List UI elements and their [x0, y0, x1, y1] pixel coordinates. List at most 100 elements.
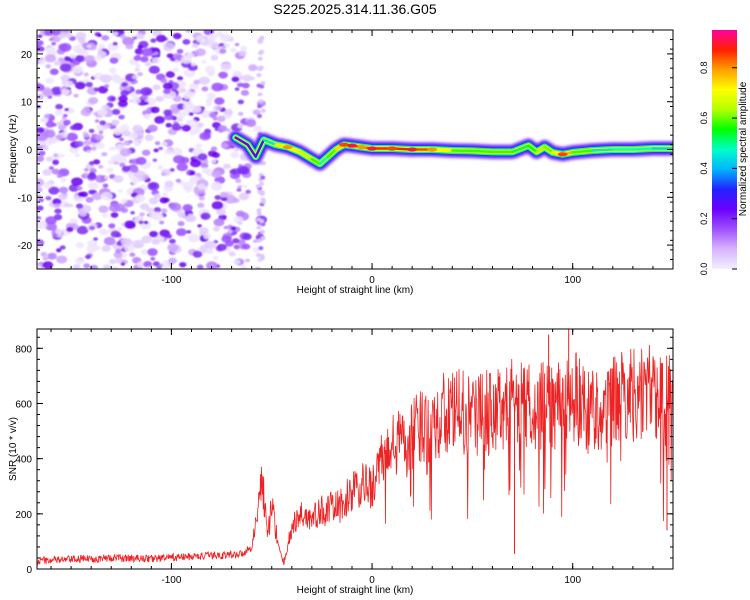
noise-point — [167, 243, 179, 252]
signal-track-segment — [591, 148, 615, 152]
noise-point — [185, 30, 192, 33]
noise-point — [120, 262, 126, 266]
signal-track-segment — [326, 148, 338, 158]
noise-point — [220, 33, 232, 42]
noise-point — [63, 202, 70, 208]
noise-point — [88, 161, 95, 166]
noise-point — [204, 240, 217, 250]
noise-point — [56, 255, 68, 264]
noise-point — [119, 148, 132, 157]
noise-point — [76, 185, 83, 191]
noise-point — [236, 82, 244, 88]
noise-point — [141, 47, 154, 57]
spectrogram-x-tick-label: 0 — [369, 275, 375, 286]
noise-point — [118, 114, 125, 120]
noise-point — [52, 198, 62, 206]
noise-point — [164, 148, 174, 155]
spectrogram-y-tick-label: 0 — [26, 146, 32, 157]
noise-point — [172, 32, 182, 40]
noise-point — [198, 76, 211, 85]
noise-point — [234, 148, 239, 152]
noise-point — [174, 59, 180, 64]
noise-point — [198, 227, 209, 235]
noise-point — [189, 82, 200, 91]
snr-panel: -100 0 100 0 200 400 600 800 Height of straight… — [8, 328, 674, 596]
noise-point — [145, 61, 152, 67]
noise-point — [68, 184, 80, 192]
noise-point — [58, 193, 68, 201]
noise-point — [121, 129, 131, 137]
noise-point — [100, 192, 113, 201]
noise-point — [182, 38, 191, 45]
noise-point — [52, 160, 59, 166]
snr-plot-area — [37, 329, 673, 569]
spectrogram-y-tick-label: 20 — [21, 50, 33, 61]
noise-point — [256, 211, 262, 216]
snr-ticks: -100 0 100 0 200 400 600 800 — [15, 329, 674, 586]
noise-point — [229, 47, 237, 53]
noise-point — [98, 228, 108, 235]
noise-point — [257, 56, 263, 61]
noise-point — [160, 208, 168, 214]
noise-point — [37, 58, 47, 65]
noise-point — [159, 220, 165, 225]
noise-point — [147, 248, 158, 256]
spectrogram-y-tick-label: -20 — [18, 241, 33, 252]
noise-point — [66, 226, 74, 233]
noise-point — [238, 50, 247, 57]
noise-point — [160, 78, 168, 84]
noise-point — [74, 81, 86, 90]
noise-point — [140, 56, 149, 63]
noise-point — [179, 122, 185, 126]
noise-point — [37, 218, 43, 227]
noise-point — [102, 183, 109, 188]
noise-point — [150, 257, 156, 261]
noise-point — [205, 98, 213, 104]
colorbar-ticks: 0.0 0.2 0.4 0.6 0.8 — [699, 61, 737, 275]
noise-point — [225, 240, 234, 247]
noise-point — [175, 228, 187, 237]
noise-point — [44, 113, 51, 119]
noise-point — [85, 81, 93, 88]
noise-point — [223, 43, 230, 48]
noise-point — [90, 264, 98, 269]
noise-point — [93, 87, 100, 92]
noise-point — [169, 57, 176, 62]
noise-point — [58, 186, 69, 194]
noise-point — [74, 153, 80, 158]
noise-point — [114, 257, 124, 264]
noise-point — [197, 202, 205, 208]
noise-point — [86, 244, 98, 253]
noise-point — [176, 162, 188, 172]
noise-point — [110, 212, 119, 218]
noise-point — [232, 238, 240, 244]
noise-point — [70, 125, 77, 131]
noise-point — [258, 51, 264, 56]
noise-point — [88, 97, 99, 105]
noise-point — [37, 205, 44, 211]
noise-point — [260, 108, 266, 113]
noise-point — [211, 201, 224, 210]
noise-point — [257, 92, 263, 97]
noise-point — [259, 255, 265, 260]
noise-point — [96, 48, 103, 52]
noise-point — [144, 101, 149, 105]
noise-point — [66, 132, 78, 142]
noise-point — [76, 225, 89, 235]
noise-point — [205, 247, 214, 255]
noise-point — [60, 154, 65, 158]
noise-point — [210, 146, 218, 152]
noise-point — [118, 95, 128, 103]
noise-point — [59, 43, 72, 52]
noise-point — [49, 68, 59, 76]
noise-point — [64, 107, 69, 112]
noise-point — [191, 43, 199, 49]
noise-point — [60, 178, 67, 183]
noise-point — [165, 122, 172, 128]
signal-track-segment — [571, 149, 594, 154]
noise-point — [63, 119, 71, 126]
noise-point — [110, 119, 120, 126]
noise-point — [79, 191, 89, 198]
noise-point — [141, 149, 151, 156]
noise-point — [132, 239, 145, 249]
